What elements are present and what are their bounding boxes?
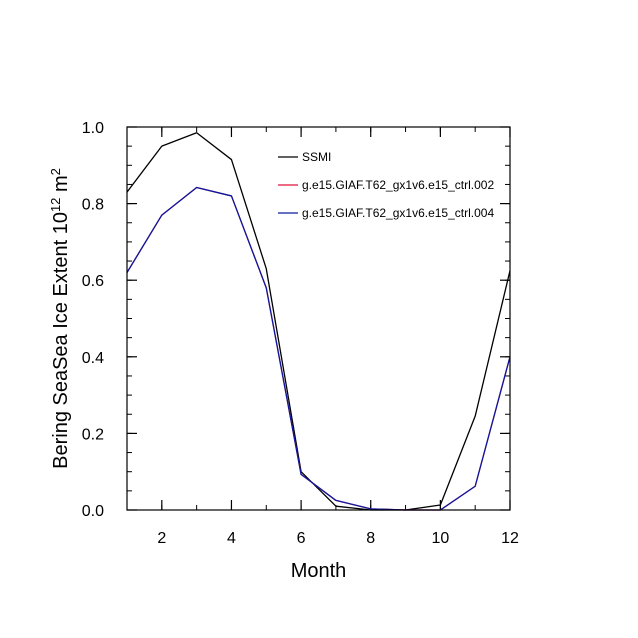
y-tick-label: 0.4 — [82, 350, 104, 367]
y-axis-title-unit-exp: 2 — [48, 168, 63, 175]
y-axis-title-exp: 12 — [48, 198, 63, 212]
plot-frame — [126, 126, 511, 511]
legend-label-ctrl-002: g.e15.GIAF.T62_gx1v6.e15_ctrl.002 — [302, 178, 494, 192]
series-line-1 — [126, 186, 511, 511]
x-tick-label: 8 — [366, 530, 375, 547]
series-line-0 — [126, 132, 511, 511]
x-tick-labels: 2 4 6 8 10 12 — [157, 530, 519, 547]
y-tick-label: 0.8 — [82, 197, 104, 214]
x-tick-label: 10 — [431, 530, 449, 547]
x-tick-label: 6 — [297, 530, 306, 547]
x-tick-label: 12 — [501, 530, 519, 547]
legend-label-ctrl-004: g.e15.GIAF.T62_gx1v6.e15_ctrl.004 — [302, 206, 494, 220]
y-tick-label: 0.0 — [82, 503, 104, 520]
y-tick-label: 0.6 — [82, 273, 104, 290]
y-axis-title-unit: m — [50, 175, 72, 197]
x-tick-label: 2 — [157, 530, 166, 547]
y-tick-label: 1.0 — [82, 120, 104, 137]
y-tick-labels: 0.0 0.2 0.4 0.6 0.8 1.0 — [82, 120, 104, 520]
x-axis-title: Month — [291, 560, 347, 582]
y-tick-label: 0.2 — [82, 426, 104, 443]
series-lines — [126, 132, 511, 511]
legend-label-ssmi: SSMI — [302, 150, 331, 164]
legend: SSMI g.e15.GIAF.T62_gx1v6.e15_ctrl.002 g… — [278, 150, 494, 220]
series-line-2 — [126, 186, 511, 511]
x-tick-label: 4 — [227, 530, 236, 547]
y-axis-title-main: Bering SeaSea Ice Extent 10 — [50, 212, 72, 469]
y-axis-title: Bering SeaSea Ice Extent 1012 m2 — [48, 168, 72, 469]
